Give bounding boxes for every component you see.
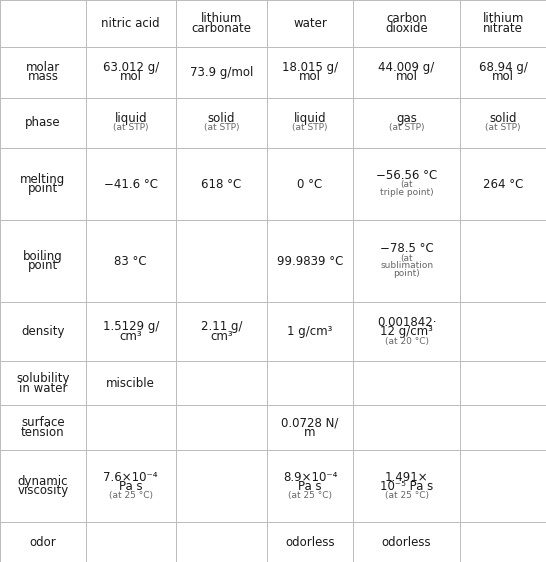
Text: −41.6 °C: −41.6 °C bbox=[104, 178, 158, 191]
Text: 1 g/cm³: 1 g/cm³ bbox=[287, 325, 333, 338]
Text: sublimation: sublimation bbox=[380, 261, 433, 270]
Text: 264 °C: 264 °C bbox=[483, 178, 523, 191]
Text: 68.94 g/: 68.94 g/ bbox=[479, 61, 527, 74]
Text: viscosity: viscosity bbox=[17, 484, 68, 497]
Text: liquid: liquid bbox=[294, 112, 327, 125]
Text: nitrate: nitrate bbox=[483, 22, 523, 35]
Text: odorless: odorless bbox=[382, 536, 431, 549]
Text: density: density bbox=[21, 325, 64, 338]
Text: dynamic: dynamic bbox=[17, 475, 68, 488]
Text: 0.0728 N/: 0.0728 N/ bbox=[281, 416, 339, 429]
Text: 0.001842·: 0.001842· bbox=[377, 316, 436, 329]
Text: dioxide: dioxide bbox=[385, 22, 428, 35]
Text: (at 25 °C): (at 25 °C) bbox=[288, 491, 332, 500]
Text: cm³: cm³ bbox=[210, 330, 233, 343]
Text: phase: phase bbox=[25, 116, 61, 129]
Text: 1.491×: 1.491× bbox=[385, 471, 429, 484]
Text: (at STP): (at STP) bbox=[292, 124, 328, 133]
Text: 83 °C: 83 °C bbox=[115, 255, 147, 268]
Text: cm³: cm³ bbox=[120, 330, 142, 343]
Text: lithium: lithium bbox=[201, 12, 242, 25]
Text: mass: mass bbox=[27, 70, 58, 83]
Text: (at STP): (at STP) bbox=[389, 124, 424, 133]
Text: tension: tension bbox=[21, 426, 65, 439]
Text: 44.009 g/: 44.009 g/ bbox=[378, 61, 435, 74]
Text: miscible: miscible bbox=[106, 377, 155, 390]
Text: mol: mol bbox=[120, 70, 142, 83]
Text: 10⁻⁵ Pa s: 10⁻⁵ Pa s bbox=[380, 480, 433, 493]
Text: lithium: lithium bbox=[483, 12, 524, 25]
Text: 8.9×10⁻⁴: 8.9×10⁻⁴ bbox=[283, 471, 337, 484]
Text: odorless: odorless bbox=[285, 536, 335, 549]
Text: (at STP): (at STP) bbox=[204, 124, 239, 133]
Text: Pa s: Pa s bbox=[119, 480, 143, 493]
Text: (at 20 °C): (at 20 °C) bbox=[384, 337, 429, 346]
Text: surface: surface bbox=[21, 416, 65, 429]
Text: carbon: carbon bbox=[386, 12, 427, 25]
Text: carbonate: carbonate bbox=[192, 22, 251, 35]
Text: triple point): triple point) bbox=[380, 188, 434, 197]
Text: melting: melting bbox=[20, 173, 66, 186]
Text: −56.56 °C: −56.56 °C bbox=[376, 169, 437, 182]
Text: mol: mol bbox=[299, 70, 321, 83]
Text: m: m bbox=[304, 426, 316, 439]
Text: mol: mol bbox=[492, 70, 514, 83]
Text: water: water bbox=[293, 17, 327, 30]
Text: 99.9839 °C: 99.9839 °C bbox=[277, 255, 343, 268]
Text: point: point bbox=[28, 260, 58, 273]
Text: mol: mol bbox=[396, 70, 418, 83]
Text: in water: in water bbox=[19, 382, 67, 395]
Text: liquid: liquid bbox=[115, 112, 147, 125]
Text: (at: (at bbox=[400, 180, 413, 189]
Text: 618 °C: 618 °C bbox=[201, 178, 241, 191]
Text: boiling: boiling bbox=[23, 250, 63, 263]
Text: (at 25 °C): (at 25 °C) bbox=[384, 491, 429, 500]
Text: 18.015 g/: 18.015 g/ bbox=[282, 61, 338, 74]
Text: 0 °C: 0 °C bbox=[298, 178, 323, 191]
Text: 1.5129 g/: 1.5129 g/ bbox=[103, 320, 159, 333]
Text: point): point) bbox=[393, 269, 420, 278]
Text: gas: gas bbox=[396, 112, 417, 125]
Text: 7.6×10⁻⁴: 7.6×10⁻⁴ bbox=[103, 471, 158, 484]
Text: odor: odor bbox=[29, 536, 56, 549]
Text: 2.11 g/: 2.11 g/ bbox=[201, 320, 242, 333]
Text: molar: molar bbox=[26, 61, 60, 74]
Text: (at 25 °C): (at 25 °C) bbox=[109, 491, 153, 500]
Text: −78.5 °C: −78.5 °C bbox=[379, 242, 434, 255]
Text: solid: solid bbox=[207, 112, 235, 125]
Text: 63.012 g/: 63.012 g/ bbox=[103, 61, 159, 74]
Text: (at STP): (at STP) bbox=[113, 124, 149, 133]
Text: (at STP): (at STP) bbox=[485, 124, 521, 133]
Text: solid: solid bbox=[489, 112, 517, 125]
Text: 73.9 g/mol: 73.9 g/mol bbox=[189, 66, 253, 79]
Text: (at: (at bbox=[400, 253, 413, 262]
Text: 12 g/cm³: 12 g/cm³ bbox=[380, 325, 433, 338]
Text: solubility: solubility bbox=[16, 372, 70, 385]
Text: nitric acid: nitric acid bbox=[102, 17, 160, 30]
Text: Pa s: Pa s bbox=[298, 480, 322, 493]
Text: point: point bbox=[28, 183, 58, 196]
